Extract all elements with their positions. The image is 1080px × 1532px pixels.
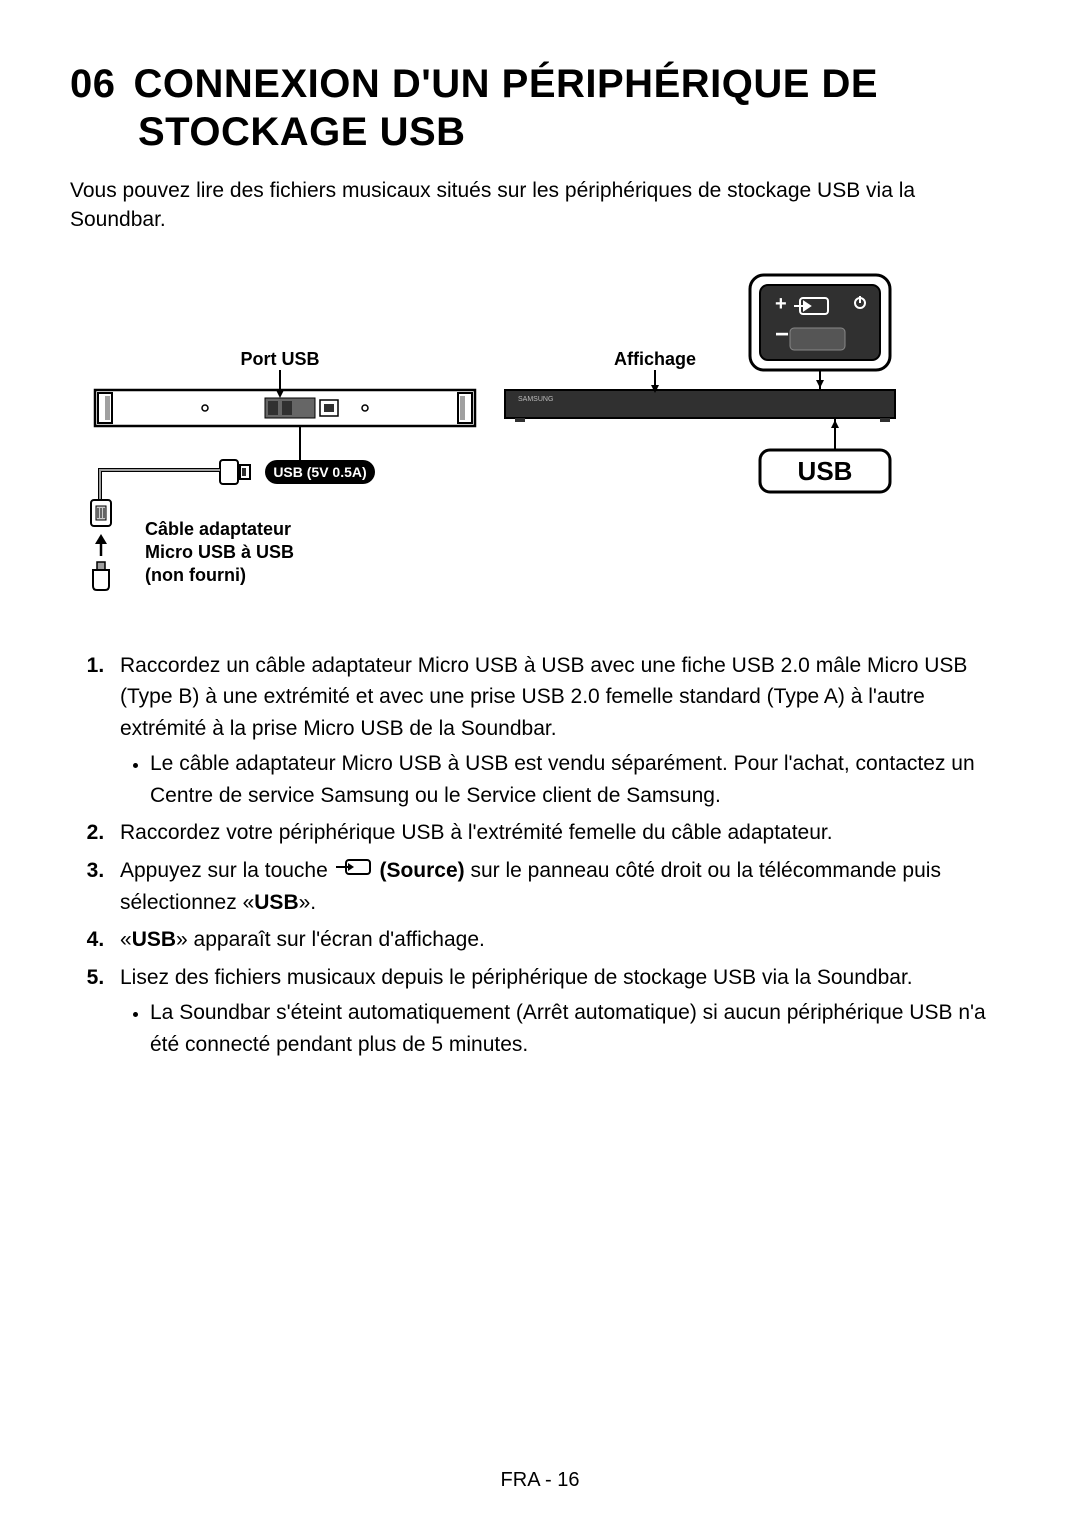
step-5-text: Lisez des fichiers musicaux depuis le pé… — [120, 966, 913, 989]
step-1: Raccordez un câble adaptateur Micro USB … — [110, 650, 1010, 812]
title-line-1: CONNEXION D'UN PÉRIPHÉRIQUE DE — [134, 62, 879, 106]
page-footer: FRA - 16 — [0, 1469, 1080, 1492]
step-5-sub-1: La Soundbar s'éteint automatiquement (Ar… — [150, 997, 1010, 1060]
step-4: «USB» apparaît sur l'écran d'affichage. — [110, 924, 1010, 956]
svg-text:−: − — [775, 321, 789, 348]
step-3-source-label: (Source) — [374, 859, 465, 882]
label-cable-l3: (non fourni) — [145, 565, 246, 585]
step-3: Appuyez sur la touche (Source) sur le pa… — [110, 855, 1010, 919]
connection-diagram: Port USB Affichage + − — [70, 270, 1010, 615]
steps-list: Raccordez un câble adaptateur Micro USB … — [70, 650, 1010, 1061]
page-title: 06 CONNEXION D'UN PÉRIPHÉRIQUE DE STOCKAG… — [70, 60, 1010, 156]
intro-paragraph: Vous pouvez lire des fichiers musicaux s… — [70, 176, 1010, 235]
label-usb-box: USB — [798, 456, 853, 486]
svg-text:+: + — [775, 293, 787, 315]
step-3-text-c: ». — [299, 891, 317, 914]
step-1-sub-1: Le câble adaptateur Micro USB à USB est … — [150, 748, 1010, 811]
step-3-text-a: Appuyez sur la touche — [120, 859, 334, 882]
usb-badge-group: USB (5V 0.5A) — [100, 426, 375, 520]
label-port-usb: Port USB — [240, 349, 319, 369]
soundbar-left — [95, 390, 475, 426]
step-5: Lisez des fichiers musicaux depuis le pé… — [110, 962, 1010, 1061]
soundbar-right: SAMSUNG — [505, 390, 895, 422]
step-1-sublist: Le câble adaptateur Micro USB à USB est … — [120, 748, 1010, 811]
usb-stick-group — [91, 500, 111, 590]
title-line-2: STOCKAGE USB — [138, 108, 1010, 156]
step-3-usb: USB — [254, 891, 298, 914]
step-4-a: « — [120, 928, 132, 951]
section-number: 06 — [70, 62, 116, 106]
step-2: Raccordez votre périphérique USB à l'ext… — [110, 817, 1010, 849]
source-icon — [336, 855, 372, 887]
step-4-b: » apparaît sur l'écran d'affichage. — [176, 928, 485, 951]
page: 06 CONNEXION D'UN PÉRIPHÉRIQUE DE STOCKAG… — [0, 0, 1080, 1532]
step-5-sublist: La Soundbar s'éteint automatiquement (Ar… — [120, 997, 1010, 1060]
label-usb-badge: USB (5V 0.5A) — [273, 464, 366, 480]
step-4-usb: USB — [132, 928, 176, 951]
diagram-svg: Port USB Affichage + − — [70, 270, 1010, 610]
step-1-text: Raccordez un câble adaptateur Micro USB … — [120, 654, 967, 740]
svg-text:SAMSUNG: SAMSUNG — [518, 396, 553, 403]
label-cable-l1: Câble adaptateur — [145, 519, 291, 539]
label-cable-l2: Micro USB à USB — [145, 542, 294, 562]
label-affichage: Affichage — [614, 349, 696, 369]
remote-control-icon: + − — [750, 275, 890, 370]
